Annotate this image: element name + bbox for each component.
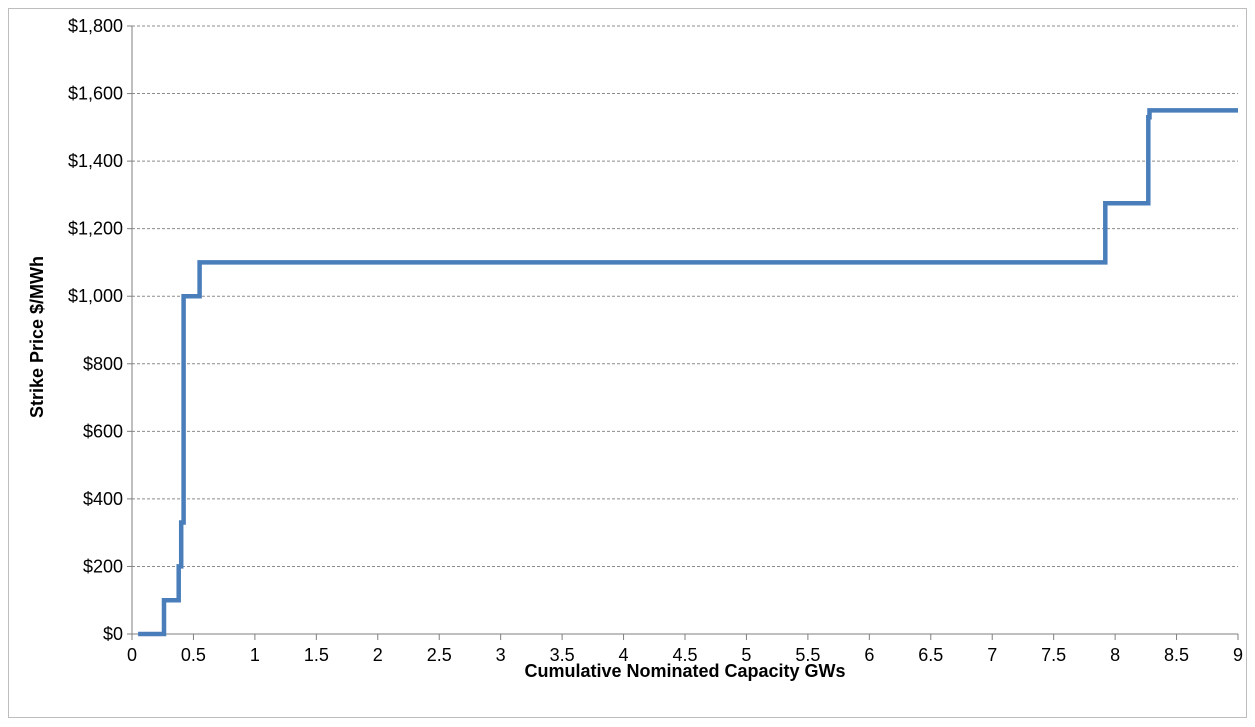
y-tick-labels: $0 $200 $400 $600 $800 $1,000 $1,200 $1,400 $1,6… (68, 16, 123, 644)
x-tick-label: 0.5 (181, 645, 206, 665)
gridlines (132, 25, 1238, 567)
x-tick-label: 2.5 (427, 645, 452, 665)
chart-frame (8, 8, 1247, 718)
x-tick-label: 3 (496, 645, 506, 665)
y-axis-title: Strike Price $/MWh (27, 256, 47, 418)
y-tick-label: $800 (83, 354, 123, 374)
x-tick-label: 0 (127, 645, 137, 665)
y-tick-label: $1,000 (68, 286, 123, 306)
x-tick-label: 8 (1110, 645, 1120, 665)
x-tick-label: 4.5 (672, 645, 697, 665)
x-tick-label: 4 (619, 645, 629, 665)
x-tick-label: 1 (250, 645, 260, 665)
y-tick-label: $0 (103, 624, 123, 644)
x-tick-label: 9 (1233, 645, 1243, 665)
x-tick-label: 7 (987, 645, 997, 665)
series-line-0 (138, 108, 1238, 637)
axes (127, 25, 1239, 640)
y-tick-label: $600 (83, 421, 123, 441)
x-tick-label: 2 (373, 645, 383, 665)
x-tick-label: 6.5 (918, 645, 943, 665)
x-tick-labels: 0 0.5 1 1.5 2 2.5 3 3.5 4 4.5 5 5.5 6 6.5 7 7.5 8 8.5 9 (127, 645, 1243, 665)
x-tick-label: 5.5 (795, 645, 820, 665)
x-tick-label: 1.5 (304, 645, 329, 665)
x-tick-label: 6 (864, 645, 874, 665)
y-tick-label: $400 (83, 489, 123, 509)
series-layer (138, 108, 1238, 637)
y-tick-label: $1,400 (68, 151, 123, 171)
x-axis-title: Cumulative Nominated Capacity GWs (524, 661, 845, 681)
y-tick-label: $1,800 (68, 16, 123, 36)
x-tick-label: 7.5 (1041, 645, 1066, 665)
y-tick-label: $200 (83, 556, 123, 576)
x-tick-label: 5 (741, 645, 751, 665)
x-tick-label: 3.5 (550, 645, 575, 665)
y-tick-label: $1,600 (68, 84, 123, 104)
x-tick-label: 8.5 (1164, 645, 1189, 665)
y-tick-label: $1,200 (68, 219, 123, 239)
